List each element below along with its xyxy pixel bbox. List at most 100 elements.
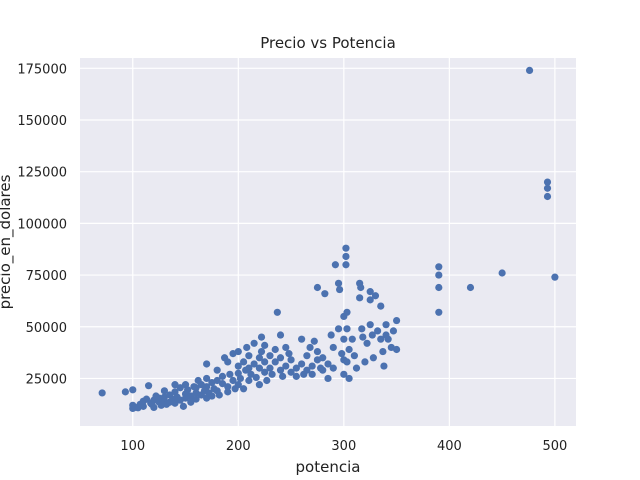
- scatter-point: [261, 358, 269, 366]
- scatter-point: [203, 383, 211, 391]
- scatter-point: [276, 331, 285, 339]
- scatter-point: [129, 386, 137, 394]
- y-tick-label: 25000: [26, 372, 67, 387]
- scatter-point: [255, 381, 264, 389]
- scatter-point: [543, 192, 552, 201]
- scatter-point: [303, 366, 311, 374]
- scatter-point: [435, 271, 443, 279]
- scatter-point: [324, 374, 332, 383]
- scatter-point: [319, 366, 327, 374]
- scatter-point: [255, 354, 264, 362]
- scatter-point: [389, 327, 398, 335]
- scatter-point: [377, 335, 385, 343]
- scatter-point: [285, 350, 293, 358]
- scatter-point: [298, 335, 306, 343]
- scatter-point: [342, 261, 350, 269]
- scatter-point: [245, 376, 253, 385]
- scatter-point: [551, 273, 559, 281]
- scatter-point: [435, 263, 443, 271]
- scatter-point: [150, 403, 158, 411]
- x-tick-label: 300: [331, 439, 356, 454]
- scatter-point: [321, 290, 329, 298]
- scatter-point: [310, 337, 318, 345]
- scatter-point: [343, 358, 351, 366]
- y-tick-label: 50000: [26, 321, 67, 336]
- x-tick-label: 400: [437, 439, 462, 454]
- scatter-point: [435, 308, 443, 316]
- scatter-point: [342, 244, 350, 252]
- scatter-point: [361, 358, 369, 366]
- scatter-point: [171, 399, 179, 407]
- scatter-point: [466, 283, 475, 292]
- scatter-point: [369, 354, 377, 362]
- scatter-point: [208, 392, 216, 400]
- scatter-point: [224, 388, 232, 396]
- scatter-point: [261, 341, 269, 349]
- scatter-point: [350, 352, 358, 360]
- scatter-point: [192, 384, 200, 392]
- y-tick-label: 75000: [26, 269, 67, 284]
- scatter-point: [384, 335, 392, 343]
- scatter-point: [282, 362, 290, 370]
- scatter-point: [343, 325, 351, 333]
- scatter-point: [276, 354, 285, 362]
- scatter-point: [343, 308, 351, 316]
- scatter-point: [282, 343, 290, 352]
- y-axis-label: precio_en_dolares: [0, 174, 15, 309]
- scatter-point: [257, 347, 266, 356]
- chart-title: Precio vs Potencia: [260, 34, 396, 52]
- scatter-point: [331, 261, 339, 269]
- scatter-point: [345, 345, 353, 354]
- y-tick-label: 150000: [17, 114, 67, 129]
- scatter-point: [224, 383, 232, 391]
- scatter-point: [357, 283, 365, 292]
- scatter-point: [139, 402, 147, 410]
- scatter-point: [292, 372, 300, 380]
- scatter-point: [340, 335, 348, 343]
- scatter-point: [224, 358, 232, 366]
- scatter-point: [192, 395, 200, 403]
- scatter-point: [345, 374, 353, 383]
- scatter-point: [234, 347, 242, 356]
- scatter-point: [215, 391, 223, 399]
- scatter-point: [329, 364, 337, 372]
- scatter-point: [313, 347, 322, 356]
- scatter-point: [171, 381, 179, 389]
- scatter-point: [234, 381, 242, 389]
- scatter-point: [239, 358, 248, 366]
- scatter-point: [218, 372, 227, 380]
- x-tick-label: 100: [120, 439, 145, 454]
- scatter-point: [276, 366, 285, 374]
- scatter-point: [334, 325, 343, 333]
- scatter-point: [525, 66, 534, 75]
- scatter-point: [187, 392, 195, 400]
- scatter-point: [261, 368, 269, 376]
- scatter-point: [245, 352, 253, 360]
- scatter-point: [234, 362, 242, 370]
- scatter-point: [334, 279, 343, 287]
- scatter-point: [319, 354, 327, 362]
- scatter-point: [292, 364, 300, 372]
- scatter-point: [371, 292, 380, 300]
- scatter-point: [352, 364, 361, 372]
- scatter-point: [356, 294, 364, 302]
- scatter-point: [263, 376, 271, 385]
- scatter-point: [268, 370, 276, 378]
- scatter-point: [329, 343, 337, 352]
- scatter-point: [160, 387, 169, 395]
- scatter-point: [187, 398, 195, 406]
- scatter-point: [435, 283, 443, 292]
- scatter-point: [366, 321, 374, 329]
- scatter-point: [287, 368, 295, 376]
- scatter-point: [336, 285, 344, 294]
- scatter-point: [368, 331, 376, 339]
- scatter-point: [255, 364, 264, 372]
- scatter-point: [348, 335, 356, 343]
- x-axis-label: potencia: [296, 458, 361, 476]
- scatter-point: [377, 302, 385, 310]
- scatter-point: [279, 372, 287, 380]
- scatter-point: [203, 360, 211, 368]
- scatter-point: [327, 331, 335, 339]
- scatter-point: [247, 370, 255, 378]
